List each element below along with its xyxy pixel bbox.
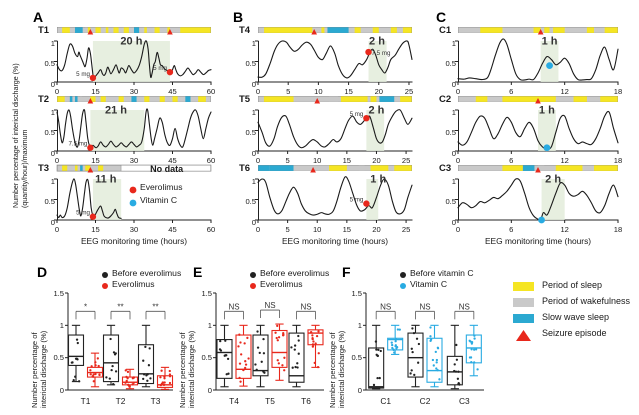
svg-text:7.5 mg: 7.5 mg (68, 141, 87, 148)
svg-text:NS: NS (419, 302, 430, 311)
svg-text:21 h: 21 h (105, 104, 127, 116)
svg-text:5 mg: 5 mg (76, 71, 90, 78)
svg-text:7.5 mg: 7.5 mg (371, 50, 390, 57)
svg-text:NS: NS (228, 302, 239, 311)
svg-text:NS: NS (380, 302, 391, 311)
svg-text:2 h: 2 h (369, 35, 385, 47)
svg-text:1 h: 1 h (541, 35, 557, 47)
svg-text:2 h: 2 h (368, 104, 384, 116)
svg-text:NS: NS (459, 302, 470, 311)
svg-text:**: ** (152, 302, 158, 311)
svg-text:5 mg: 5 mg (349, 197, 363, 204)
svg-text:5 mg: 5 mg (153, 65, 167, 72)
svg-text:2 h: 2 h (545, 173, 561, 185)
svg-text:NS: NS (300, 302, 311, 311)
svg-text:5 mg: 5 mg (76, 210, 90, 217)
svg-text:*: * (84, 302, 87, 311)
svg-text:NS: NS (264, 301, 275, 310)
svg-text:11 h: 11 h (95, 173, 117, 185)
svg-text:1 h: 1 h (370, 173, 386, 185)
svg-text:1 h: 1 h (538, 104, 554, 116)
svg-text:**: ** (117, 302, 123, 311)
svg-text:5 mg: 5 mg (349, 111, 363, 118)
svg-text:20 h: 20 h (120, 35, 142, 47)
